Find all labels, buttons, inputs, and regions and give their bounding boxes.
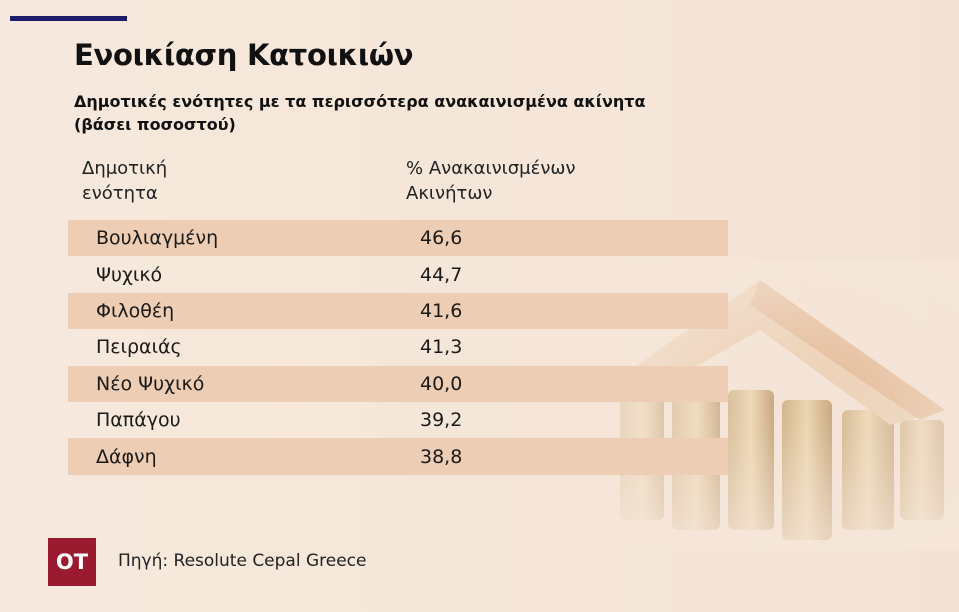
percentage: 46,6 bbox=[420, 227, 463, 250]
area-name: Βουλιαγμένη bbox=[96, 227, 219, 250]
area-name: Πειραιάς bbox=[96, 336, 182, 359]
logo: OT bbox=[48, 538, 96, 586]
percentage: 39,2 bbox=[420, 409, 463, 432]
column-header: % Ανακαινισμένων Ακινήτων bbox=[406, 158, 576, 204]
table-row: Φιλοθέη 41,6 bbox=[68, 292, 728, 330]
subtitle-line: Δημοτικές ενότητες με τα περισσότερα ανα… bbox=[74, 92, 646, 111]
column-header: Δημοτική ενότητα bbox=[82, 158, 168, 204]
area-name: Παπάγου bbox=[96, 409, 181, 432]
subtitle-line: (βάσει ποσοστού) bbox=[74, 115, 236, 134]
percentage: 41,3 bbox=[420, 336, 463, 359]
table-row: Πειραιάς 41,3 bbox=[68, 329, 728, 365]
table-row: Παπάγου 39,2 bbox=[68, 402, 728, 438]
accent-line bbox=[10, 16, 127, 21]
area-name: Ψυχικό bbox=[96, 263, 163, 286]
table-row: Δάφνη 38,8 bbox=[68, 438, 728, 475]
area-name: Νέο Ψυχικό bbox=[96, 372, 205, 395]
area-name: Φιλοθέη bbox=[96, 299, 175, 322]
source: Πηγή: Resolute Cepal Greece bbox=[118, 551, 367, 571]
table-row: Βουλιαγμένη 46,6 bbox=[68, 220, 728, 257]
area-name: Δάφνη bbox=[96, 445, 157, 468]
title: Ενοικίαση Κατοικιών bbox=[74, 38, 414, 72]
table-row: Νέο Ψυχικό 40,0 bbox=[68, 365, 728, 402]
percentage: 38,8 bbox=[420, 445, 463, 468]
percentage: 44,7 bbox=[420, 263, 463, 286]
percentage: 40,0 bbox=[420, 372, 463, 395]
percentage: 41,6 bbox=[420, 299, 463, 322]
table-row: Ψυχικό 44,7 bbox=[68, 256, 728, 292]
table-body: Βουλιαγμένη 46,6 Ψυχικό 44,7 Φιλοθέη 41,6 Πειρ… bbox=[68, 220, 728, 475]
subtitle: Δημοτικές ενότητες με τα περισσότερα ανα… bbox=[74, 90, 646, 136]
